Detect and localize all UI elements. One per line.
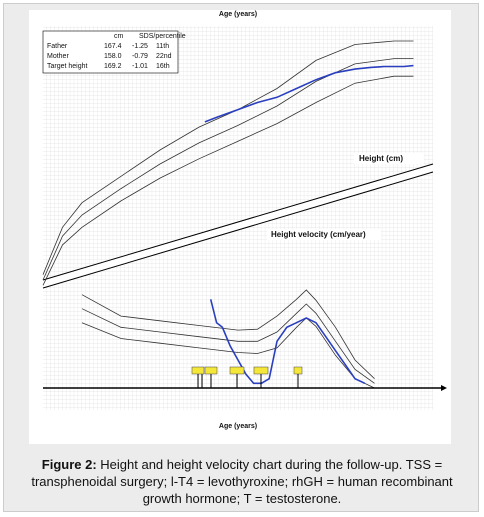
marker-box xyxy=(191,366,205,375)
series-line xyxy=(42,58,414,281)
series-line xyxy=(204,64,414,123)
table-cell: 22nd xyxy=(156,53,172,60)
axis-arrow xyxy=(441,385,447,391)
caption: Figure 2: Height and height velocity cha… xyxy=(14,456,470,507)
table-cell: 158.0 xyxy=(104,53,122,60)
band-line xyxy=(42,163,434,281)
treatment-markers xyxy=(191,366,303,388)
label-bg xyxy=(267,229,381,240)
figure: cm SDS/percentile Father 167.4 -1.25 11th Moth… xyxy=(3,3,479,512)
series-line xyxy=(81,303,375,384)
table-cell: 11th xyxy=(156,43,169,50)
minor-grid xyxy=(43,26,433,410)
series-line xyxy=(81,289,375,379)
table-cell: -1.25 xyxy=(132,43,148,50)
band xyxy=(43,165,433,287)
marker-box xyxy=(229,366,245,375)
table-cell: -0.79 xyxy=(132,53,148,60)
marker-box xyxy=(253,366,269,375)
chart: cm SDS/percentile Father 167.4 -1.25 11th Moth… xyxy=(29,10,451,444)
marker-box xyxy=(204,366,218,375)
table-header: cm xyxy=(114,33,124,40)
table-cell: 169.2 xyxy=(104,63,122,70)
series-line xyxy=(42,75,414,286)
series-line xyxy=(42,40,414,275)
table-cell: Mother xyxy=(47,53,69,60)
table-cell: Target height xyxy=(47,63,88,70)
marker-arrows xyxy=(197,374,299,388)
marker-box xyxy=(293,366,303,375)
band-line xyxy=(42,171,434,289)
parent-table-box xyxy=(42,30,179,74)
table-cell: 16th xyxy=(156,63,170,70)
series-line xyxy=(81,317,375,389)
caption-label: Figure 2: xyxy=(41,457,97,472)
annotation: Height (cm) xyxy=(359,154,403,163)
caption-text: Height and height velocity chart during … xyxy=(31,457,453,506)
table-header: SDS/percentile xyxy=(139,33,186,40)
table-cell: 167.4 xyxy=(104,43,122,50)
x-axis-title: Age (years) xyxy=(219,11,257,18)
series-line xyxy=(209,299,366,385)
table-cell: -1.01 xyxy=(132,63,148,70)
table-cell: Father xyxy=(47,43,68,50)
annotation: Height velocity (cm/year) xyxy=(271,230,366,239)
x-axis-title: Age (years) xyxy=(219,423,257,430)
label-bg xyxy=(354,153,424,164)
